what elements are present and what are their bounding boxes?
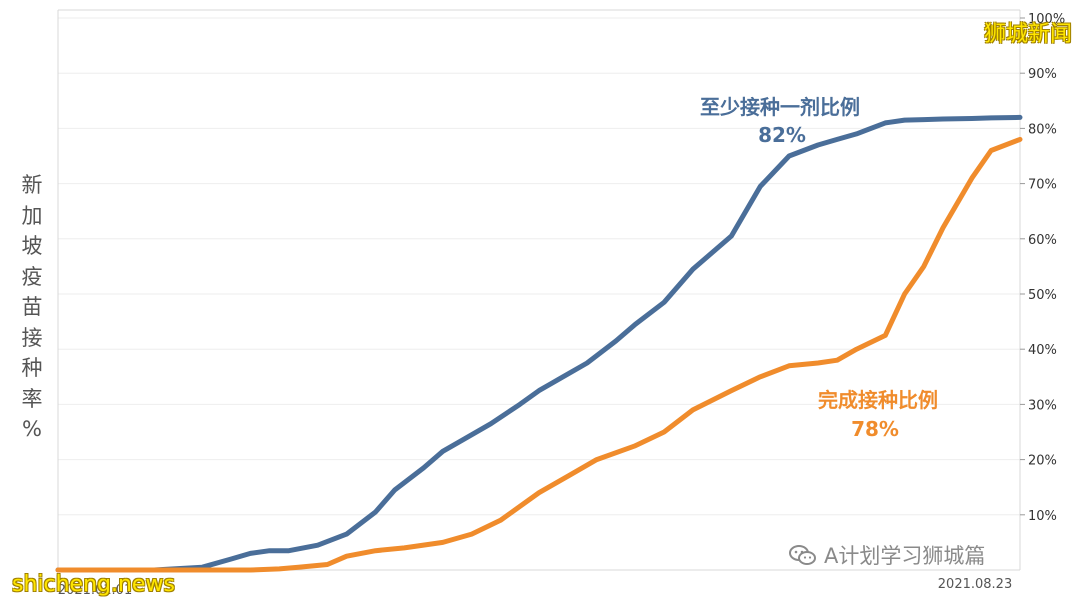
series-line-complete — [55, 136, 1023, 573]
y-axis-label-char: 苗 — [21, 295, 43, 319]
x-start-label: 2021.01.01 — [58, 583, 132, 598]
y-tick-label: 30% — [1028, 398, 1057, 413]
y-axis-label-char: % — [22, 417, 42, 441]
y-tick-label: 70% — [1028, 178, 1057, 193]
brand-watermark: 狮城新闻 — [983, 22, 1072, 47]
x-end-label: 2021.08.23 — [938, 577, 1012, 592]
site-watermark: shicheng.news — [12, 572, 175, 597]
y-axis-label-char: 新 — [21, 173, 43, 197]
y-axis-label: 新加坡疫苗接种率% — [14, 170, 50, 445]
y-tick-label: 60% — [1028, 233, 1057, 248]
grid-lines — [58, 17, 1020, 516]
y-axis-label-char: 种 — [21, 356, 43, 380]
y-tick-label: 100% — [1028, 12, 1065, 27]
series-lines — [55, 114, 1023, 573]
y-axis-label-char: 坡 — [21, 234, 43, 258]
series-labels: 至少接种一剂比例 82% 完成接种比例 78% — [700, 95, 938, 441]
y-tick-label: 50% — [1028, 288, 1057, 303]
y-tick-label: 20% — [1028, 454, 1057, 469]
y-tick-label: 10% — [1028, 509, 1057, 524]
wechat-account-name: A计划学习狮城篇 — [824, 544, 986, 568]
series-value-complete: 78% — [851, 417, 899, 441]
series-label-first-dose: 至少接种一剂比例 — [700, 95, 860, 119]
y-axis-label-char: 加 — [21, 203, 43, 228]
wechat-watermark: A计划学习狮城篇 — [788, 540, 985, 570]
y-tick-label: 40% — [1028, 343, 1057, 358]
series-value-first-dose: 82% — [758, 123, 806, 147]
wechat-icon — [789, 545, 816, 565]
y-tick-label: 90% — [1028, 67, 1057, 82]
y-axis-label-char: 接 — [21, 325, 43, 350]
y-axis-label-char: 率 — [21, 386, 43, 411]
y-tick-label: 80% — [1028, 122, 1057, 137]
series-line-first-dose — [55, 114, 1023, 573]
series-label-complete: 完成接种比例 — [818, 388, 938, 412]
y-axis-label-char: 疫 — [21, 264, 43, 289]
y-tick-labels: 10% 20% 30% 40% 50% 60% 70% 80% 90% 100% — [1020, 12, 1065, 524]
